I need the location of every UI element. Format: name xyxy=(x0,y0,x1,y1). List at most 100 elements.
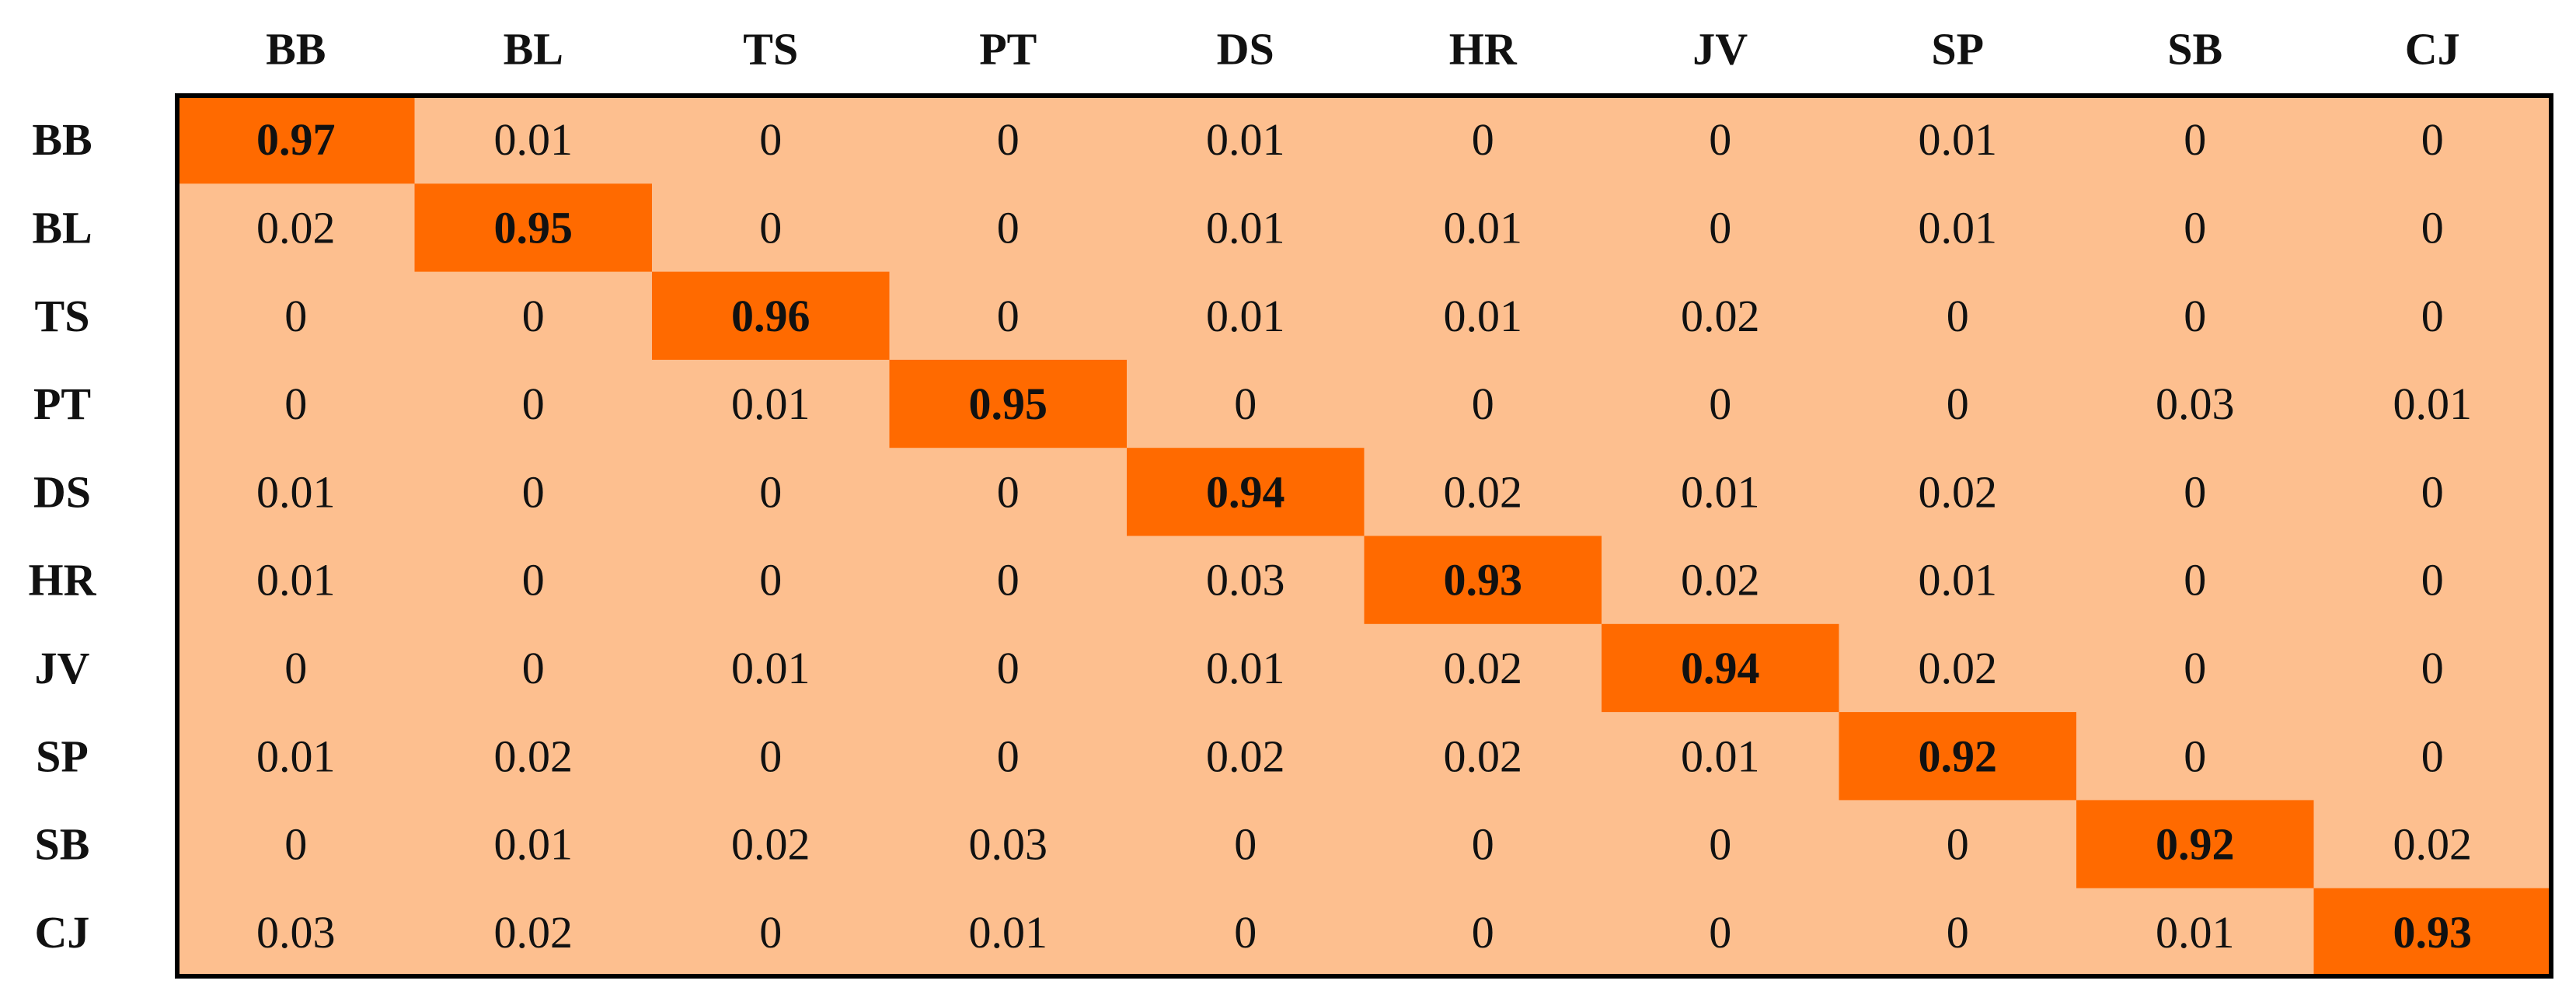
cell-value: 0 xyxy=(1472,907,1494,958)
row-header: JV xyxy=(35,643,90,693)
cell-value: 0 xyxy=(2421,466,2444,517)
cell-value: 0.01 xyxy=(256,555,336,605)
cell-value: 0.01 xyxy=(731,379,810,429)
column-header: HR xyxy=(1449,24,1518,75)
cell-value: 0.02 xyxy=(1681,555,1760,605)
cell-value: 0 xyxy=(1472,379,1494,429)
cell-value: 0.95 xyxy=(494,202,573,253)
cell-value: 0 xyxy=(1709,379,1731,429)
cell-value: 0.02 xyxy=(494,907,573,958)
cell-value: 0 xyxy=(759,466,782,517)
cell-value: 0.01 xyxy=(256,466,336,517)
cell-value: 0.01 xyxy=(1919,202,1998,253)
cell-value: 0.01 xyxy=(1681,731,1760,781)
cell-value: 0.02 xyxy=(1206,731,1285,781)
row-header: HR xyxy=(29,555,97,605)
cell-value: 0 xyxy=(759,555,782,605)
column-header: BB xyxy=(266,24,326,75)
cell-value: 0 xyxy=(2184,466,2206,517)
cell-value: 0.03 xyxy=(1206,555,1285,605)
cell-value: 0 xyxy=(522,379,545,429)
cell-value: 0.03 xyxy=(969,819,1048,870)
cell-value: 0 xyxy=(997,643,1020,693)
cell-value: 0 xyxy=(284,819,307,870)
cell-value: 0 xyxy=(2421,291,2444,341)
cell-value: 0.02 xyxy=(494,731,573,781)
cell-value: 0.01 xyxy=(1444,202,1523,253)
cell-value: 0.02 xyxy=(1681,291,1760,341)
cell-value: 0 xyxy=(1472,114,1494,165)
cell-value: 0 xyxy=(1709,202,1731,253)
cell-value: 0 xyxy=(759,907,782,958)
row-header: BL xyxy=(32,202,92,253)
highlight-cell xyxy=(2076,800,2314,888)
cell-value: 0 xyxy=(1947,291,1969,341)
cell-value: 0 xyxy=(997,466,1020,517)
cell-value: 0 xyxy=(1947,819,1969,870)
cell-value: 0 xyxy=(997,555,1020,605)
cell-value: 0.93 xyxy=(2393,907,2473,958)
cell-value: 0.93 xyxy=(1444,555,1523,605)
column-header: PT xyxy=(979,24,1037,75)
cell-value: 0.01 xyxy=(1919,555,1998,605)
cell-value: 0 xyxy=(2421,114,2444,165)
cell-value: 0.02 xyxy=(1919,643,1998,693)
cell-value: 0 xyxy=(2421,202,2444,253)
cell-value: 0.02 xyxy=(1919,466,1998,517)
row-header: SP xyxy=(36,731,89,781)
row-header: BB xyxy=(32,114,92,165)
cell-value: 0.96 xyxy=(731,291,810,341)
cell-value: 0 xyxy=(522,643,545,693)
cell-value: 0 xyxy=(2184,291,2206,341)
cell-value: 0 xyxy=(997,291,1020,341)
cell-value: 0 xyxy=(997,202,1020,253)
cell-value: 0 xyxy=(997,114,1020,165)
highlight-cell xyxy=(1364,536,1602,624)
cell-value: 0 xyxy=(1234,819,1257,870)
cell-value: 0 xyxy=(1709,819,1731,870)
highlight-cell xyxy=(889,359,1127,448)
column-header: JV xyxy=(1692,24,1748,75)
cell-value: 0 xyxy=(2421,731,2444,781)
row-header: CJ xyxy=(35,907,90,958)
row-header: SB xyxy=(35,819,90,870)
cell-value: 0.01 xyxy=(1444,291,1523,341)
cell-value: 0.01 xyxy=(731,643,810,693)
cell-value: 0 xyxy=(759,731,782,781)
column-header: DS xyxy=(1217,24,1274,75)
cell-value: 0.03 xyxy=(2156,379,2235,429)
cell-value: 0.01 xyxy=(494,819,573,870)
cell-value: 0.92 xyxy=(1919,731,1998,781)
cell-value: 0 xyxy=(522,555,545,605)
highlight-cell xyxy=(652,271,890,360)
cell-value: 0.94 xyxy=(1681,643,1760,693)
cell-value: 0.01 xyxy=(256,731,336,781)
highlight-cell xyxy=(2313,888,2551,976)
column-header: SB xyxy=(2167,24,2222,75)
cell-value: 0 xyxy=(2421,643,2444,693)
cell-value: 0 xyxy=(284,379,307,429)
cell-value: 0.02 xyxy=(2393,819,2473,870)
cell-value: 0.01 xyxy=(2156,907,2235,958)
cell-value: 0 xyxy=(1947,907,1969,958)
cell-value: 0.01 xyxy=(494,114,573,165)
cell-value: 0.95 xyxy=(969,379,1048,429)
cell-value: 0.01 xyxy=(1206,643,1285,693)
cell-value: 0 xyxy=(1234,907,1257,958)
cell-value: 0 xyxy=(522,291,545,341)
cell-value: 0.02 xyxy=(1444,466,1523,517)
cell-value: 0 xyxy=(2184,731,2206,781)
cell-value: 0 xyxy=(759,114,782,165)
cell-value: 0.01 xyxy=(969,907,1048,958)
highlight-cell xyxy=(1839,712,2076,801)
cell-value: 0.01 xyxy=(1206,114,1285,165)
cell-value: 0 xyxy=(2184,202,2206,253)
column-header: TS xyxy=(743,24,798,75)
cell-value: 0.01 xyxy=(2393,379,2473,429)
row-header: DS xyxy=(33,466,91,517)
column-header: BL xyxy=(504,24,563,75)
cell-value: 0 xyxy=(1472,819,1494,870)
highlight-cell xyxy=(414,183,652,272)
